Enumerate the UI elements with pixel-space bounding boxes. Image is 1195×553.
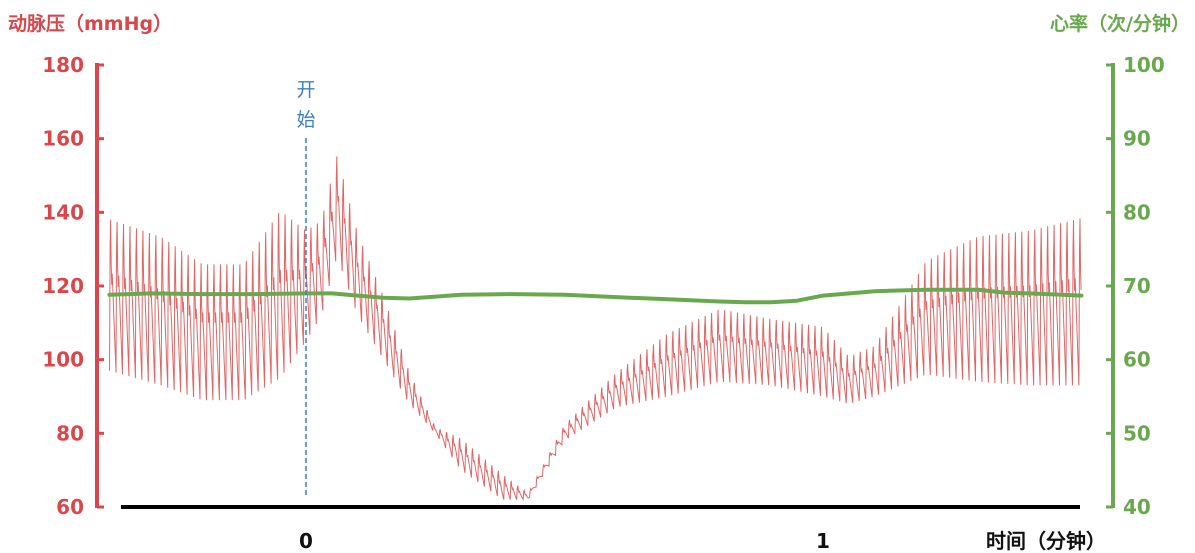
start-marker-text-2: 始	[296, 109, 315, 131]
left-tick-label: 180	[42, 53, 84, 77]
right-tick-label: 60	[1123, 348, 1151, 372]
x-tick-1: 1	[816, 529, 830, 553]
right-axis-ticks: 100 90 80 70 60 50 40	[1106, 53, 1165, 519]
right-tick-label: 90	[1123, 127, 1151, 151]
left-axis-ticks: 180 160 140 120 100 80 60	[42, 53, 104, 519]
right-tick-label: 40	[1123, 495, 1151, 519]
left-tick-label: 120	[42, 274, 84, 298]
right-tick-label: 80	[1123, 200, 1151, 224]
right-axis-title: 心率（次/分钟）	[1050, 12, 1190, 35]
left-tick-label: 140	[42, 200, 84, 224]
left-tick-label: 100	[42, 348, 84, 372]
left-axis-title: 动脉压（mmHg）	[8, 12, 172, 35]
right-tick-label: 100	[1123, 53, 1165, 77]
x-tick-0: 0	[299, 529, 313, 553]
left-tick-label: 160	[42, 127, 84, 151]
start-marker-text-1: 开	[296, 79, 315, 101]
heart-rate-series	[107, 287, 1084, 305]
right-tick-label: 50	[1123, 421, 1151, 445]
left-tick-label: 60	[56, 495, 84, 519]
heart-rate-line	[107, 287, 1084, 305]
arterial-pressure-line	[109, 156, 1082, 502]
right-tick-label: 70	[1123, 274, 1151, 298]
x-axis-title: 时间（分钟）	[986, 529, 1106, 553]
left-tick-label: 80	[56, 421, 84, 445]
arterial-pressure-series	[109, 156, 1082, 502]
